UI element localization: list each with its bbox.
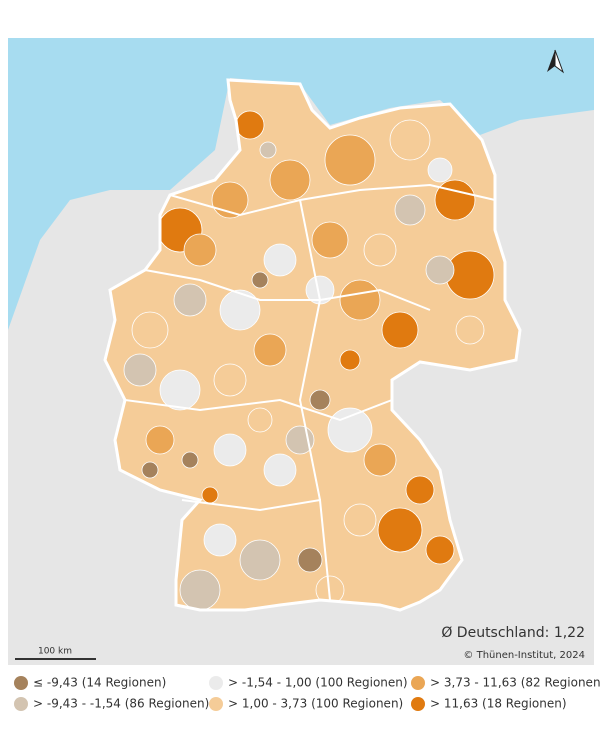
region <box>324 134 376 186</box>
region <box>219 289 261 331</box>
legend-swatch <box>411 676 425 690</box>
region <box>269 159 311 201</box>
region <box>173 283 207 317</box>
legend-label: > 3,73 - 11,63 (82 Regionen) <box>430 676 600 690</box>
north-arrow-right <box>554 49 565 74</box>
region <box>297 547 323 573</box>
north-arrow <box>547 49 565 74</box>
legend-label: > 1,00 - 3,73 (100 Regionen) <box>228 697 403 711</box>
region <box>259 141 277 159</box>
region <box>327 407 373 453</box>
sea <box>8 38 594 330</box>
legend-swatch <box>411 697 425 711</box>
region <box>123 353 157 387</box>
region <box>131 311 169 349</box>
north-arrow-left <box>547 50 555 72</box>
legend-swatch <box>14 697 28 711</box>
region <box>235 110 265 140</box>
region <box>389 119 431 161</box>
region <box>425 255 455 285</box>
region <box>251 271 269 289</box>
legend-label: > -1,54 - 1,00 (100 Regionen) <box>228 676 408 690</box>
region <box>405 475 435 505</box>
state-border <box>169 183 496 217</box>
region <box>159 369 201 411</box>
region <box>381 311 419 349</box>
region <box>263 243 297 277</box>
region <box>213 363 247 397</box>
region <box>253 333 287 367</box>
region <box>145 425 175 455</box>
region <box>239 539 281 581</box>
region <box>455 315 485 345</box>
region <box>179 569 221 610</box>
legend-label: > 11,63 (18 Regionen) <box>430 697 567 711</box>
region <box>181 451 199 469</box>
region <box>363 233 397 267</box>
region <box>213 433 247 467</box>
legend-swatch <box>209 676 223 690</box>
region <box>377 507 423 553</box>
region <box>141 461 159 479</box>
legend-label: ≤ -9,43 (14 Regionen) <box>33 676 166 690</box>
credit: © Thünen-Institut, 2024 <box>463 650 585 661</box>
region <box>339 349 361 371</box>
region <box>343 503 377 537</box>
state-border <box>298 199 322 501</box>
scale-label: 100 km <box>38 647 72 657</box>
region <box>363 443 397 477</box>
region <box>263 453 297 487</box>
state-border <box>124 398 393 422</box>
region <box>339 279 381 321</box>
legend-swatch <box>209 697 223 711</box>
legend-label: > -9,43 - -1,54 (86 Regionen) <box>33 697 209 711</box>
region <box>183 233 217 267</box>
region <box>247 407 273 433</box>
region <box>203 523 237 557</box>
region <box>434 179 476 221</box>
region <box>309 389 331 411</box>
region <box>427 157 453 183</box>
state-borders <box>124 183 496 601</box>
average-label: Ø Deutschland: 1,22 <box>441 625 585 641</box>
state-border <box>181 498 331 601</box>
legend-swatch <box>14 676 28 690</box>
region <box>311 221 349 259</box>
region <box>425 535 455 565</box>
state-border <box>144 269 431 311</box>
legend: ≤ -9,43 (14 Regionen) > -9,43 - -1,54 (86… <box>14 676 600 711</box>
region <box>201 486 219 504</box>
region <box>394 194 426 226</box>
